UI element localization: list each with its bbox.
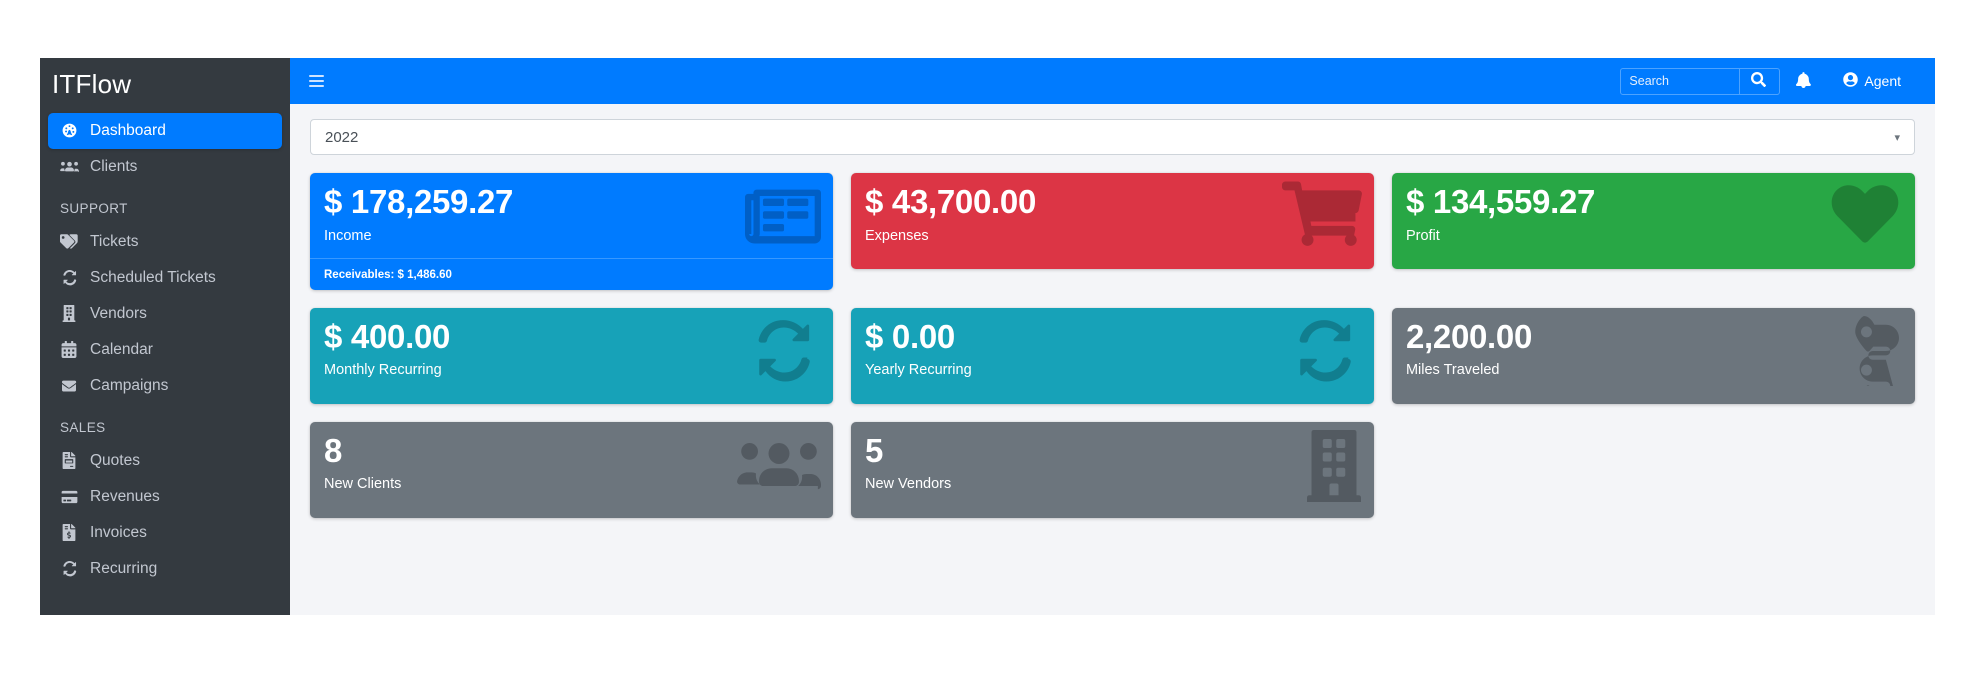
sidebar-item-label: Recurring — [90, 559, 158, 577]
stat-value: $ 0.00 — [864, 317, 955, 355]
stat-value: $ 134,559.27 — [1405, 183, 1596, 220]
content-area: 2022 ▾ $ 178,259.27 Income Receivables: … — [290, 104, 1935, 615]
sidebar-item-label: Clients — [90, 157, 138, 175]
notifications-button[interactable] — [1780, 58, 1827, 104]
stat-label: New Vendors — [864, 476, 952, 493]
sidebar-item-label: Vendors — [90, 304, 147, 322]
card-col: $ 134,559.27 Profit — [1383, 173, 1924, 290]
stat-card-miles-traveled[interactable]: 2,200.00 Miles Traveled — [1391, 307, 1915, 404]
stat-value: $ 400.00 — [324, 317, 451, 355]
sidebar-item-vendors[interactable]: Vendors — [48, 296, 282, 332]
stat-label: Income — [324, 227, 372, 244]
stat-label: Profit — [1405, 227, 1440, 244]
stat-card-profit[interactable]: $ 134,559.27 Profit — [1391, 173, 1915, 269]
stat-card-income[interactable]: $ 178,259.27 Income Receivables: $ 1,486… — [310, 173, 833, 290]
sidebar-nav: Dashboard Clients SUPPORT Tickets — [40, 112, 290, 587]
stat-value: $ 178,259.27 — [324, 183, 514, 220]
year-filter-select[interactable]: 2022 ▾ — [310, 119, 1915, 155]
stat-label: Expenses — [864, 227, 929, 244]
stat-label: New Clients — [324, 476, 402, 493]
calendar-icon — [58, 341, 80, 359]
dashboard-icon — [58, 122, 80, 140]
stat-cards-row: $ 178,259.27 Income Receivables: $ 1,486… — [301, 155, 1924, 518]
sidebar-item-quotes[interactable]: Quotes — [48, 443, 282, 479]
stat-card-monthly-recurring[interactable]: $ 400.00 Monthly Recurring — [310, 307, 833, 404]
chevron-down-icon: ▾ — [1894, 131, 1900, 144]
sidebar-item-recurring[interactable]: Recurring — [48, 551, 282, 587]
building-icon — [58, 305, 80, 323]
stat-label: Miles Traveled — [1405, 362, 1500, 379]
stat-card-expenses[interactable]: $ 43,700.00 Expenses — [850, 173, 1374, 269]
card-col: $ 178,259.27 Income Receivables: $ 1,486… — [301, 173, 842, 290]
search-icon — [1751, 72, 1767, 90]
brand-title: ITFlow — [52, 69, 132, 99]
stat-card-new-clients[interactable]: 8 New Clients — [310, 421, 833, 518]
hamburger-icon[interactable] — [302, 67, 330, 95]
bell-icon — [1796, 71, 1812, 91]
stat-footer: Receivables: $ 1,486.60 — [310, 257, 833, 290]
sidebar-item-label: Revenues — [90, 487, 160, 505]
file-invoice-dollar-icon — [58, 524, 80, 542]
card-col: $ 0.00 Yearly Recurring — [842, 307, 1383, 404]
sidebar-item-invoices[interactable]: Invoices — [48, 515, 282, 551]
sidebar-item-label: Tickets — [90, 232, 139, 250]
users-icon — [58, 158, 80, 176]
sidebar-item-label: Quotes — [90, 451, 140, 469]
search-input[interactable] — [1621, 68, 1740, 94]
file-invoice-icon — [58, 452, 80, 470]
user-menu[interactable]: Agent — [1827, 58, 1917, 104]
card-col: 8 New Clients — [301, 421, 842, 518]
sidebar-item-label: Scheduled Tickets — [90, 268, 216, 286]
card-col: $ 400.00 Monthly Recurring — [301, 307, 842, 404]
sync-icon — [58, 269, 80, 287]
sidebar-section-sales: SALES — [60, 419, 106, 435]
card-col: 2,200.00 Miles Traveled — [1383, 307, 1924, 404]
search-button[interactable] — [1739, 68, 1777, 94]
stat-value: 5 — [864, 431, 884, 469]
sidebar-item-campaigns[interactable]: Campaigns — [48, 368, 282, 404]
stat-value: 8 — [324, 431, 343, 469]
search-box[interactable] — [1620, 67, 1781, 95]
user-circle-icon — [1843, 72, 1859, 90]
stat-value: $ 43,700.00 — [864, 183, 1037, 220]
navbar-right-group: Agent — [1620, 58, 1917, 104]
card-col: 5 New Vendors — [842, 421, 1383, 518]
tag-icon — [58, 233, 80, 251]
sidebar-item-label: Invoices — [90, 523, 147, 541]
top-navbar: Agent — [290, 58, 1935, 104]
user-menu-label: Agent — [1864, 73, 1901, 89]
sidebar-item-dashboard[interactable]: Dashboard — [48, 112, 282, 149]
sidebar-item-calendar[interactable]: Calendar — [48, 332, 282, 368]
stat-label: Monthly Recurring — [324, 362, 442, 379]
credit-card-icon — [58, 488, 80, 506]
main-column: Agent 2022 ▾ $ 178,259.27 Income — [290, 58, 1935, 615]
stat-value: 2,200.00 — [1405, 317, 1533, 355]
sidebar: ITFlow Dashboard Clients SUPPORT — [40, 58, 290, 615]
sidebar-item-scheduled-tickets[interactable]: Scheduled Tickets — [48, 260, 282, 296]
envelope-icon — [58, 377, 80, 395]
sync-icon — [58, 560, 80, 578]
card-col: $ 43,700.00 Expenses — [842, 173, 1383, 290]
stat-label: Yearly Recurring — [864, 362, 972, 379]
app-root: ITFlow Dashboard Clients SUPPORT — [40, 58, 1935, 615]
sidebar-item-label: Campaigns — [90, 376, 169, 394]
sidebar-item-clients[interactable]: Clients — [48, 149, 282, 185]
sidebar-item-label: Calendar — [90, 340, 153, 358]
sidebar-item-revenues[interactable]: Revenues — [48, 479, 282, 515]
sidebar-item-tickets[interactable]: Tickets — [48, 224, 282, 260]
sidebar-section-support: SUPPORT — [60, 200, 128, 216]
stat-card-new-vendors[interactable]: 5 New Vendors — [850, 421, 1374, 518]
sidebar-item-label: Dashboard — [90, 121, 166, 139]
stat-card-yearly-recurring[interactable]: $ 0.00 Yearly Recurring — [850, 307, 1374, 404]
year-filter-value: 2022 — [325, 128, 359, 146]
